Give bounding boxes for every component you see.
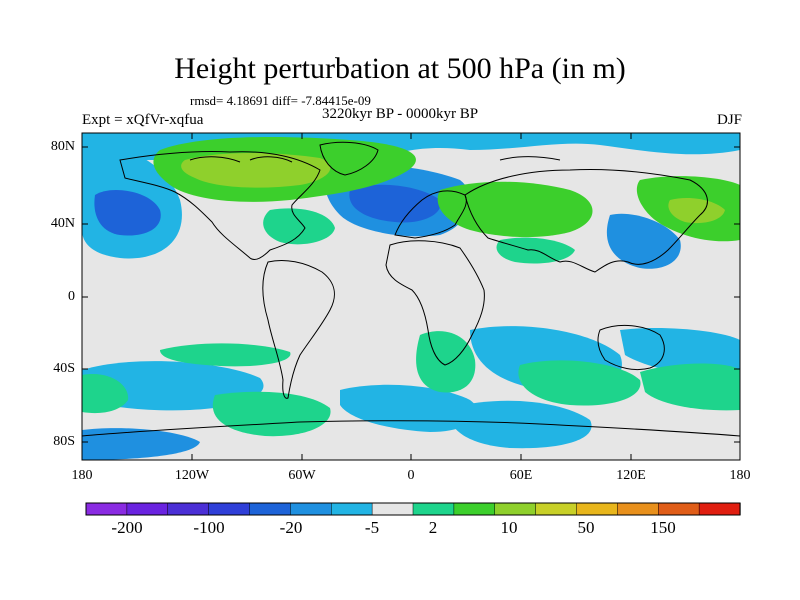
- anomaly-australia-south-positive: [518, 360, 641, 406]
- anomaly-southeast-pacific-negative: [82, 428, 200, 460]
- colorbar-swatch-8: [412, 502, 455, 516]
- lon-label-180w: 180: [71, 468, 93, 483]
- lon-label-180e: 180: [729, 468, 751, 483]
- lon-label-120w: 120W: [174, 468, 210, 483]
- lon-label-0: 0: [407, 468, 415, 483]
- colorbar-swatch-10: [494, 502, 537, 516]
- colorbar-swatch-1: [126, 502, 169, 516]
- colorbar-label-neg100: -100: [193, 518, 225, 537]
- colorbar-swatch-2: [167, 502, 210, 516]
- colorbar-swatch-13: [617, 502, 659, 516]
- coast-asia: [464, 168, 708, 273]
- coastlines: [82, 141, 740, 437]
- lat-label-0: 0: [68, 289, 75, 304]
- colorbar-swatch-6: [331, 502, 373, 516]
- colorbar-label-150: 150: [650, 518, 676, 537]
- lon-label-60e: 60E: [509, 468, 533, 483]
- colorbar-swatch-12: [576, 502, 619, 516]
- lat-label-40n: 40N: [50, 216, 75, 231]
- colorbar-label-neg200: -200: [111, 518, 143, 537]
- colorbar-swatch-3: [208, 502, 251, 516]
- lon-label-60w: 60W: [288, 468, 316, 483]
- lon-label-120e: 120E: [616, 468, 646, 483]
- colorbar-swatch-15: [698, 502, 741, 516]
- lat-label-40s: 40S: [53, 361, 75, 376]
- colorbar-label-neg20: -20: [279, 518, 303, 537]
- colorbar-swatch-7: [371, 502, 414, 516]
- colorbar-swatch-9: [453, 502, 496, 516]
- anomaly-north-atlantic-negative-core: [349, 184, 441, 223]
- anomaly-east-pacific-positive: [160, 343, 291, 367]
- colorbar-label-10: 10: [500, 518, 518, 537]
- map-panel: [82, 133, 740, 460]
- anomaly-south-pacific-east-positive: [640, 363, 740, 411]
- experiment-label: Expt = xQfVr-xqfua: [82, 112, 204, 128]
- colorbar: [85, 502, 741, 516]
- anomaly-southwest-pacific-positive: [82, 374, 129, 414]
- lat-label-80n: 80N: [50, 139, 75, 154]
- colorbar-swatch-4: [249, 502, 292, 516]
- anomaly-southern-africa-positive: [416, 331, 476, 393]
- colorbar-frame: [85, 502, 741, 516]
- colorbar-swatch-0: [85, 502, 128, 516]
- anomaly-north-pacific-negative-core: [94, 190, 161, 236]
- colorbar-label-2: 2: [428, 518, 438, 537]
- season-label: DJF: [716, 112, 742, 128]
- coast-greenland: [319, 141, 379, 176]
- anomaly-north-pacific-east-core: [668, 198, 725, 224]
- tick-marks: [81, 133, 741, 460]
- colorbar-swatch-11: [535, 502, 578, 516]
- lat-label-80s: 80S: [53, 434, 75, 449]
- anomaly-gulf-positive: [263, 208, 335, 245]
- period-label: 3220kyr BP - 0000kyr BP: [322, 106, 479, 122]
- statistics-text: rmsd= 4.18691 diff= -7.84415e-09: [190, 93, 371, 108]
- coast-north-america: [119, 151, 321, 261]
- coast-south-america: [262, 259, 335, 399]
- coast-australia: [597, 325, 665, 371]
- anomaly-north-america-positive-core: [181, 153, 331, 188]
- colorbar-swatch-14: [658, 502, 700, 516]
- anomaly-south-indian-negative: [449, 400, 592, 449]
- page-title: Height perturbation at 500 hPa (in m): [174, 52, 626, 85]
- coast-antarctica: [82, 420, 740, 437]
- colorbar-label-neg5: -5: [364, 518, 380, 537]
- coast-arctic-islands: [189, 156, 561, 163]
- coast-africa: [385, 240, 485, 366]
- colorbar-label-50: 50: [577, 518, 595, 537]
- colorbar-swatch-5: [290, 502, 332, 516]
- anomaly-south-atlantic-negative: [340, 384, 478, 432]
